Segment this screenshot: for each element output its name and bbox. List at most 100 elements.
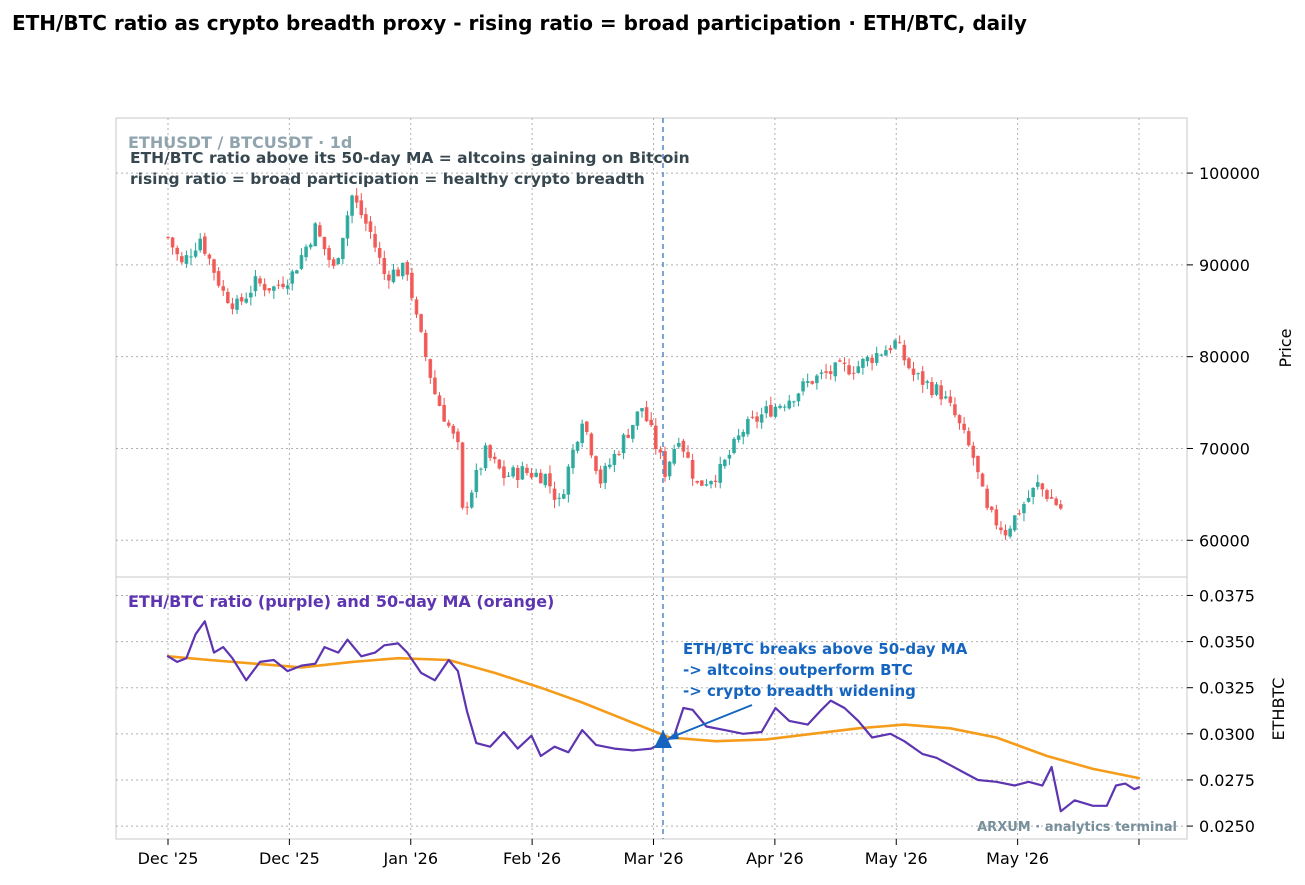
candle-body xyxy=(423,332,428,357)
candle-body xyxy=(258,278,262,284)
candle-body xyxy=(746,419,750,435)
candle-body xyxy=(617,453,621,455)
candle-body xyxy=(838,360,842,362)
candle-body xyxy=(249,292,253,298)
candle xyxy=(1049,489,1054,499)
candle-body xyxy=(566,466,571,495)
candle-body xyxy=(907,358,911,369)
candle xyxy=(290,269,295,291)
candle xyxy=(884,345,888,356)
price-y-tick-label: 60000 xyxy=(1199,531,1250,550)
candle-body xyxy=(469,492,474,508)
candle xyxy=(272,285,276,299)
candle xyxy=(400,262,405,280)
x-tick-label: Dec '25 xyxy=(138,849,199,868)
x-tick-label: Dec '25 xyxy=(259,849,320,868)
candle-body xyxy=(861,358,865,368)
candle-body xyxy=(405,262,410,275)
candle-body xyxy=(893,340,897,349)
ratio-y-tick-label: 0.0250 xyxy=(1199,817,1255,836)
candle-body xyxy=(884,350,888,356)
candle-body xyxy=(373,233,377,248)
candle-body xyxy=(506,475,511,477)
candle-body xyxy=(451,425,456,434)
annotation-arrow-head xyxy=(666,731,679,740)
candle xyxy=(456,428,460,450)
candle xyxy=(718,456,723,489)
candle xyxy=(396,266,400,277)
candle xyxy=(819,369,824,380)
candle xyxy=(1012,515,1017,532)
candle xyxy=(865,355,870,367)
candle xyxy=(561,488,566,500)
candle-body xyxy=(663,451,667,477)
candle xyxy=(727,450,732,465)
candle xyxy=(824,363,828,379)
candle-body xyxy=(594,456,598,471)
candle-body xyxy=(331,259,336,266)
candle xyxy=(861,357,865,375)
candle xyxy=(515,465,520,489)
candle-body xyxy=(1040,483,1045,490)
candle-body xyxy=(833,362,838,377)
candle xyxy=(833,361,838,382)
candle-body xyxy=(962,423,966,430)
candle xyxy=(423,329,428,362)
candle xyxy=(677,437,681,449)
candle-body xyxy=(769,404,773,417)
candle xyxy=(492,452,497,464)
candle-body xyxy=(382,258,387,275)
candle-body xyxy=(879,354,884,356)
candle xyxy=(1026,490,1031,503)
candle xyxy=(989,505,994,513)
ratio-panel-label: ETH/BTC ratio (purple) and 50-day MA (or… xyxy=(128,592,554,611)
candle xyxy=(704,479,709,487)
candle xyxy=(377,241,382,265)
candle xyxy=(893,338,897,350)
candle xyxy=(469,489,474,509)
candle xyxy=(746,416,750,437)
candle-body xyxy=(575,441,580,451)
candle xyxy=(299,248,304,271)
candle-body xyxy=(175,247,180,255)
candle-body xyxy=(773,406,778,417)
candle-body xyxy=(272,286,276,291)
candle-body xyxy=(515,467,520,480)
candle xyxy=(207,253,212,265)
candle-body xyxy=(1054,498,1058,505)
candle xyxy=(658,446,663,460)
candle xyxy=(621,433,626,460)
candle-body xyxy=(897,342,902,344)
candle xyxy=(1054,496,1058,507)
candle-body xyxy=(856,366,861,373)
candle xyxy=(488,444,492,462)
candle-body xyxy=(943,396,948,399)
candle xyxy=(295,269,299,274)
candle xyxy=(345,210,350,246)
ratio-y-axis: 0.0250 0.0275 0.0300 0.0325 0.0350 0.0375 xyxy=(1187,586,1255,836)
candle-body xyxy=(396,269,400,277)
candle-body xyxy=(345,215,350,239)
candle-body xyxy=(980,473,985,487)
candle-body xyxy=(953,404,957,416)
candle xyxy=(994,504,999,530)
candle-body xyxy=(299,255,304,269)
candle-body xyxy=(994,509,999,526)
candle xyxy=(589,432,594,459)
candle xyxy=(916,372,920,381)
candle xyxy=(999,521,1003,535)
candle-body xyxy=(888,348,893,351)
candle xyxy=(525,463,529,476)
candle-body xyxy=(534,472,538,477)
candle-body xyxy=(359,200,364,216)
candle-body xyxy=(290,271,295,284)
candle-body xyxy=(709,481,713,485)
candlestick-series xyxy=(166,188,1063,540)
candle-body xyxy=(239,297,244,302)
candle xyxy=(511,465,515,479)
candle-body xyxy=(677,442,681,447)
candle xyxy=(654,418,658,455)
candle-body xyxy=(474,469,479,493)
candle xyxy=(322,236,327,256)
candle xyxy=(520,461,525,480)
